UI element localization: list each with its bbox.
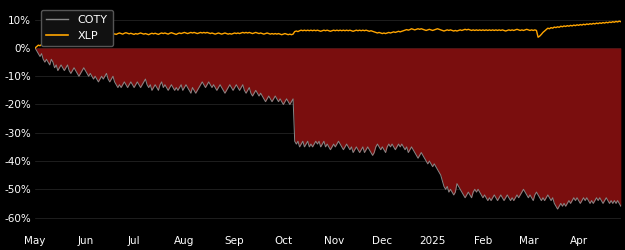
- Legend: COTY, XLP: COTY, XLP: [41, 10, 113, 46]
